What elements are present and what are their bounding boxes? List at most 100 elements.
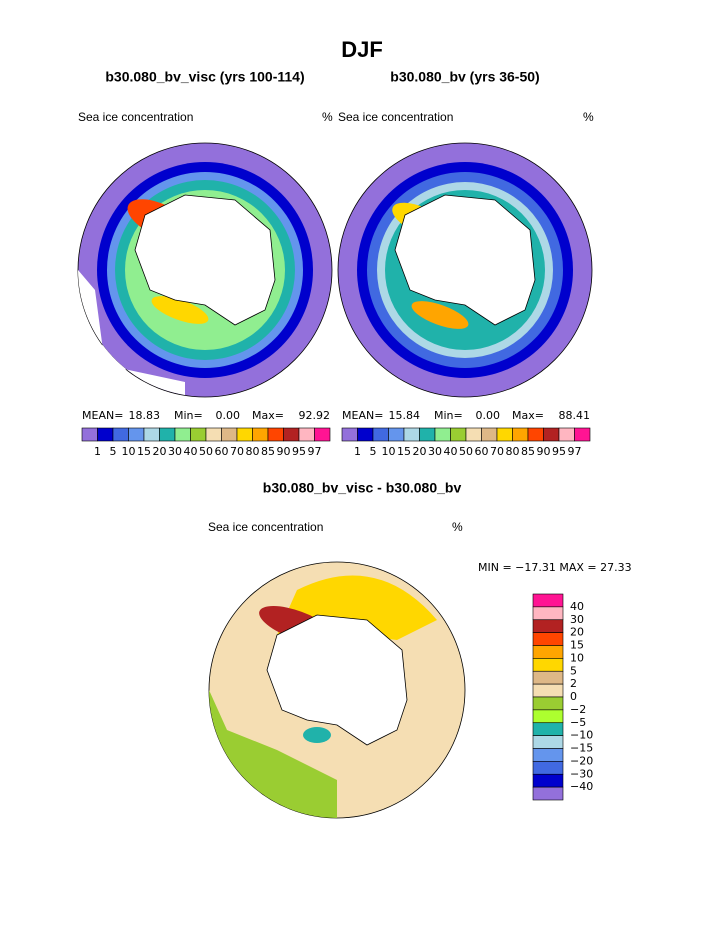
- colorbar-label: 40: [184, 445, 198, 458]
- colorbar-box: [283, 427, 300, 442]
- colorbar-label: 30: [168, 445, 182, 458]
- colorbar-box: [558, 427, 575, 442]
- colorbar-label: 20: [153, 445, 167, 458]
- stat: Max=: [512, 409, 544, 422]
- colorbar-box: [403, 427, 420, 442]
- colorbar-box: [532, 773, 564, 788]
- panel-title: b30.080_bv_visc (yrs 100-114): [105, 69, 304, 85]
- colorbar-label: 70: [230, 445, 244, 458]
- colorbar-label: 15: [570, 639, 584, 652]
- colorbar-label: 5: [370, 445, 377, 458]
- colorbar-label: 20: [413, 445, 427, 458]
- stat: Min=: [174, 409, 203, 422]
- colorbar-box: [532, 722, 564, 736]
- colorbar-box: [252, 427, 269, 442]
- colorbar-label: 0: [570, 690, 577, 703]
- colorbar-box: [574, 427, 591, 442]
- colorbar-box: [532, 606, 564, 621]
- stat: 0.00: [476, 409, 501, 422]
- stat: 15.84: [389, 409, 421, 422]
- colorbar-box: [532, 645, 564, 659]
- colorbar-label: 5: [570, 664, 577, 677]
- right-label: %: [452, 520, 463, 534]
- colorbar-label: 5: [110, 445, 117, 458]
- colorbar-box: [388, 427, 405, 442]
- colorbar-box: [236, 427, 253, 442]
- colorbar-box: [532, 786, 564, 801]
- colorbar-box: [143, 427, 160, 442]
- colorbar-label: 10: [122, 445, 136, 458]
- stat: 88.41: [559, 409, 591, 422]
- colorbar-box: [532, 670, 564, 685]
- right-label: %: [583, 110, 594, 124]
- colorbar-label: 50: [199, 445, 213, 458]
- colorbar-label: 80: [506, 445, 520, 458]
- colorbar-box: [357, 427, 374, 442]
- colorbar-box: [419, 427, 436, 442]
- colorbar-box: [450, 427, 467, 442]
- colorbar-label: 60: [215, 445, 229, 458]
- colorbar-box: [512, 427, 529, 442]
- colorbar-label: 95: [292, 445, 306, 458]
- stat: MEAN=: [342, 409, 383, 422]
- colorbar-box: [341, 427, 358, 442]
- colorbar-box: [465, 427, 482, 442]
- colorbar-box: [372, 427, 389, 442]
- colorbar-box: [532, 593, 564, 608]
- right-label: %: [322, 110, 333, 124]
- colorbar-box: [159, 427, 176, 442]
- colorbar-label: 97: [568, 445, 582, 458]
- diff-title: b30.080_bv_visc - b30.080_bv: [263, 480, 462, 496]
- colorbar-box: [543, 427, 560, 442]
- colorbar-label: 90: [537, 445, 551, 458]
- colorbar-label: 1: [94, 445, 101, 458]
- stat: MEAN=: [82, 409, 123, 422]
- colorbar-box: [97, 427, 114, 442]
- colorbar-box: [532, 619, 564, 633]
- colorbar-label: 80: [246, 445, 260, 458]
- colorbar-box: [267, 427, 284, 442]
- stat: 0.00: [216, 409, 241, 422]
- colorbar-box: [532, 761, 564, 775]
- colorbar-box: [221, 427, 238, 442]
- colorbar-label: −10: [570, 729, 593, 742]
- colorbar-label: 30: [428, 445, 442, 458]
- colorbar-box: [190, 427, 207, 442]
- colorbar-label: −5: [570, 716, 586, 729]
- stat: 18.83: [129, 409, 161, 422]
- colorbar-box: [205, 427, 222, 442]
- colorbar-box: [527, 427, 544, 442]
- colorbar-label: 85: [521, 445, 535, 458]
- colorbar-box: [298, 427, 315, 442]
- colorbar-label: 15: [137, 445, 151, 458]
- min-max: MIN = −17.31 MAX = 27.33: [478, 561, 632, 574]
- colorbar-box: [532, 658, 564, 672]
- colorbar-box: [532, 683, 564, 698]
- colorbar-box: [81, 427, 98, 442]
- colorbar-label: 97: [308, 445, 322, 458]
- colorbar-label: 40: [444, 445, 458, 458]
- panel-title: b30.080_bv (yrs 36-50): [390, 69, 539, 85]
- colorbar-label: 85: [261, 445, 275, 458]
- colorbar-box: [481, 427, 498, 442]
- colorbar-label: −40: [570, 780, 593, 793]
- colorbar-label: −15: [570, 742, 593, 755]
- colorbar-box: [532, 709, 564, 724]
- map: [337, 142, 593, 398]
- colorbar-box: [112, 427, 129, 442]
- colorbar-label: 10: [382, 445, 396, 458]
- colorbar-box: [496, 427, 513, 442]
- colorbar-label: −30: [570, 767, 593, 780]
- map: [77, 142, 333, 398]
- colorbar-box: [532, 748, 564, 762]
- colorbar-box: [174, 427, 191, 442]
- colorbar-label: 2: [570, 677, 577, 690]
- colorbar-box: [128, 427, 145, 442]
- colorbar-label: 10: [570, 651, 584, 664]
- colorbar-box: [532, 632, 564, 646]
- colorbar-box: [314, 427, 331, 442]
- colorbar-label: 70: [490, 445, 504, 458]
- stat: Min=: [434, 409, 463, 422]
